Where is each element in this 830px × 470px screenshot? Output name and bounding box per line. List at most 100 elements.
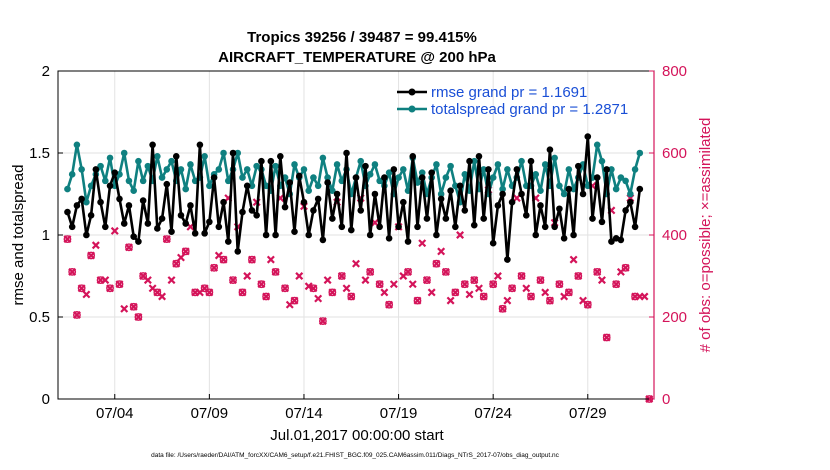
totalspread-point (78, 166, 85, 173)
obs-possible-marker (73, 311, 81, 319)
totalspread-point (248, 182, 256, 190)
rmse-point (347, 226, 355, 234)
rmse-point (267, 157, 275, 165)
totalspread-point (608, 166, 615, 173)
obs-possible-marker (162, 235, 171, 244)
x-tick-label: 07/29 (569, 405, 607, 422)
obs-assimilated-marker (219, 255, 228, 264)
totalspread-point (300, 166, 308, 173)
obs-possible-marker (134, 313, 143, 321)
obs-possible-marker (229, 276, 237, 284)
obs-assimilated-marker (158, 292, 167, 301)
obs-possible-marker (68, 267, 77, 276)
obs-possible-marker (574, 272, 583, 280)
totalspread-point (305, 187, 312, 195)
rmse-point (622, 207, 629, 214)
obs-assimilated-marker (389, 280, 398, 289)
obs-assimilated-marker (522, 284, 531, 293)
rmse-point (475, 152, 483, 160)
totalspread-point (560, 190, 568, 198)
obs-assimilated-marker (612, 280, 621, 289)
totalspread-point (433, 161, 440, 168)
rmse-point (522, 212, 530, 219)
obs-assimilated-marker (295, 272, 304, 280)
rmse-point (532, 231, 540, 239)
totalspread-point (291, 161, 298, 168)
totalspread-point (106, 154, 114, 162)
obs-assimilated-marker (479, 292, 488, 301)
rmse-point (201, 230, 208, 237)
obs-possible-marker (318, 317, 327, 325)
obs-assimilated-marker (640, 292, 649, 301)
totalspread-point (395, 174, 402, 181)
obs-assimilated-marker (446, 296, 455, 305)
obs-possible-marker (106, 284, 114, 293)
obs-assimilated-marker (110, 226, 119, 235)
rmse-point (139, 197, 147, 204)
rmse-point (376, 223, 383, 231)
obs-assimilated-marker (545, 296, 554, 305)
obs-possible-marker (432, 259, 441, 268)
obs-assimilated-marker (181, 247, 190, 256)
rmse-point (310, 207, 317, 214)
obs-assimilated-marker (465, 290, 474, 299)
obs-assimilated-marker (177, 253, 185, 262)
rmse-point (83, 231, 90, 239)
rmse-point (433, 231, 440, 239)
chart-subtitle: AIRCRAFT_TEMPERATURE @ 200 hPa (218, 49, 496, 66)
totalspread-point (158, 174, 166, 181)
rmse-point (494, 202, 502, 209)
rmse-point (158, 215, 166, 222)
obs-assimilated-marker (460, 280, 469, 289)
rmse-point (541, 223, 549, 231)
obs-assimilated-marker (328, 288, 337, 297)
obs-possible-marker (347, 292, 356, 301)
totalspread-point (371, 161, 379, 168)
rmse-point (338, 223, 346, 231)
rmse-point (598, 218, 606, 226)
obs-assimilated-marker (441, 267, 450, 276)
rmse-point (78, 195, 85, 203)
obs-assimilated-marker (162, 235, 171, 244)
obs-possible-marker (271, 267, 280, 276)
obs-assimilated-marker (418, 239, 427, 248)
totalspread-point (215, 166, 223, 173)
obs-possible-marker (290, 296, 299, 305)
totalspread-point (461, 171, 469, 178)
rmse-point (414, 223, 421, 231)
rmse-point (286, 179, 294, 186)
obs-possible-marker (583, 300, 592, 309)
rmse-point (277, 152, 284, 160)
totalspread-point (262, 182, 270, 190)
y-tick-label: 0 (42, 391, 50, 408)
obs-assimilated-marker (489, 280, 498, 289)
totalspread-point (168, 157, 175, 165)
rmse-point (357, 207, 365, 214)
rmse-point (281, 203, 289, 211)
rmse-point (447, 187, 454, 195)
rmse-point (631, 223, 639, 231)
totalspread-point (139, 177, 147, 185)
obs-possible-marker (564, 288, 573, 297)
obs-assimilated-marker (385, 300, 394, 309)
rmse-point (589, 215, 596, 222)
totalspread-point (418, 169, 426, 176)
obs-possible-marker (262, 292, 271, 301)
y2-tick-label: 200 (662, 309, 687, 326)
y-tick-label: 0.5 (29, 309, 50, 326)
obs-possible-marker (139, 272, 148, 280)
obs-assimilated-marker (129, 302, 138, 311)
obs-possible-marker (87, 251, 96, 260)
rmse-point (499, 190, 506, 198)
totalspread-point (224, 177, 232, 185)
rmse-point (68, 223, 76, 231)
rmse-point (461, 207, 469, 214)
rmse-point (272, 231, 279, 239)
obs-possible-marker (248, 255, 256, 264)
totalspread-point (97, 162, 104, 170)
series-layer (63, 133, 654, 403)
rmse-point (418, 174, 426, 181)
obs-possible-marker (451, 288, 460, 297)
rmse-point (504, 256, 511, 263)
totalspread-point (253, 162, 260, 170)
